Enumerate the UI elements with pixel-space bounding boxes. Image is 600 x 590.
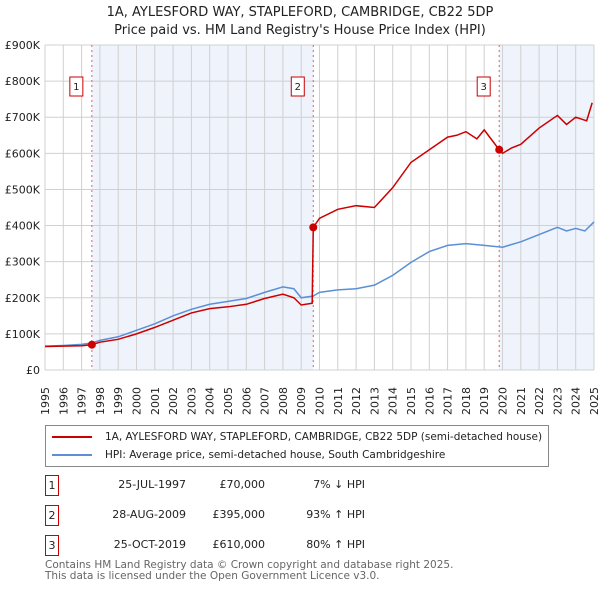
x-tick-label: 2014 [387, 387, 400, 415]
sale-point [495, 145, 504, 154]
shaded-period [499, 45, 594, 370]
footer-line1: Contains HM Land Registry data © Crown c… [45, 559, 454, 571]
y-tick-label: £600K [5, 147, 41, 160]
price-chart: 1995 1996 1997 1998 1999 2000 2001 2002 2003 2004… [5, 39, 600, 415]
transaction-row: 3 25-OCT-2019 £610,000 80% ↑ HPI [45, 535, 445, 556]
x-tick-label: 1996 [57, 387, 70, 415]
hpi-line [44, 221, 595, 347]
y-tick-label: £800K [5, 75, 41, 88]
y-tick-label: £400K [5, 220, 41, 233]
y-tick-label: £700K [5, 111, 41, 124]
sale-price: £610,000 [212, 538, 266, 551]
x-tick-label: 2012 [350, 387, 363, 415]
shaded-period [91, 45, 314, 370]
legend-item-property: 1A, AYLESFORD WAY, STAPLEFORD, CAMBRIDGE… [52, 429, 542, 445]
chart-subtitle: Price paid vs. HM Land Registry's House … [114, 23, 486, 38]
sale-price: £70,000 [219, 478, 266, 491]
sale-point [309, 223, 318, 232]
legend: 1A, AYLESFORD WAY, STAPLEFORD, CAMBRIDGE… [45, 425, 549, 467]
sale-price: £395,000 [212, 508, 266, 521]
sale-date: 25-JUL-1997 [118, 478, 186, 491]
y-tick-label: £900K [5, 39, 41, 52]
legend-label: HPI: Average price, semi-detached house,… [105, 449, 446, 461]
sale-label-box [69, 76, 84, 97]
x-tick-label: 1998 [94, 387, 107, 415]
hpi-change: 80% ↑ HPI [306, 538, 365, 551]
y-tick-label: £300K [5, 256, 41, 269]
legend-swatch-red [52, 436, 92, 438]
sale-label: 2 [295, 82, 301, 93]
hpi-change: 7% ↓ HPI [313, 478, 365, 491]
x-tick-label: 2001 [149, 387, 162, 415]
y-tick-label: £100K [5, 328, 41, 341]
legend-label: 1A, AYLESFORD WAY, STAPLEFORD, CAMBRIDGE… [105, 431, 543, 443]
x-tick-label: 2003 [185, 387, 198, 415]
x-tick-label: 2016 [423, 387, 436, 415]
legend-item-hpi: HPI: Average price, semi-detached house,… [52, 447, 445, 463]
legend-swatch-blue [52, 454, 92, 456]
transaction-row: 2 28-AUG-2009 £395,000 93% ↑ HPI [45, 505, 445, 526]
x-tick-label: 2009 [295, 387, 308, 415]
x-tick-label: 2023 [551, 387, 564, 415]
x-tick-label: 2000 [131, 387, 144, 415]
sale-label-box [476, 76, 491, 97]
x-tick-label: 2018 [460, 387, 473, 415]
hpi-change: 93% ↑ HPI [306, 508, 365, 521]
x-tick-label: 2025 [588, 387, 600, 415]
footer: Contains HM Land Registry data © Crown c… [45, 560, 453, 582]
sale-label: 1 [73, 82, 79, 93]
sale-marker-badge: 3 [45, 535, 59, 556]
x-tick-label: 2022 [533, 387, 546, 415]
sale-marker-badge: 2 [45, 505, 59, 526]
x-tick-label: 2020 [497, 387, 510, 415]
sale-date: 28-AUG-2009 [112, 508, 186, 521]
y-tick-label: £500K [5, 183, 41, 196]
x-tick-label: 2024 [570, 387, 583, 415]
x-tick-label: 2021 [515, 387, 528, 415]
x-tick-label: 1997 [76, 387, 89, 415]
x-tick-label: 2008 [277, 387, 290, 415]
x-tick-label: 2010 [314, 387, 327, 415]
x-tick-label: 2011 [332, 387, 345, 415]
sale-label-box [290, 76, 305, 97]
x-tick-label: 2013 [368, 387, 381, 415]
chart-title: 1A, AYLESFORD WAY, STAPLEFORD, CAMBRIDGE… [106, 5, 494, 20]
x-tick-label: 2015 [405, 387, 418, 415]
sale-marker-badge: 1 [45, 475, 59, 496]
x-tick-label: 1999 [112, 387, 125, 415]
sale-date: 25-OCT-2019 [113, 538, 186, 551]
x-tick-label: 2017 [442, 387, 455, 415]
sale-point [87, 340, 96, 349]
y-tick-label: £200K [5, 292, 41, 305]
sale-label: 3 [481, 82, 487, 93]
x-tick-label: 2005 [222, 387, 235, 415]
property-price-line [44, 102, 593, 348]
transaction-row: 1 25-JUL-1997 £70,000 7% ↓ HPI [45, 475, 445, 496]
x-tick-label: 2006 [240, 387, 253, 415]
x-tick-label: 1995 [39, 387, 52, 415]
x-tick-label: 2002 [167, 387, 180, 415]
y-tick-label: £0 [26, 364, 40, 377]
x-tick-label: 2019 [478, 387, 491, 415]
x-tick-label: 2004 [204, 387, 217, 415]
footer-line2: This data is licensed under the Open Gov… [45, 570, 380, 582]
x-tick-label: 2007 [259, 387, 272, 415]
